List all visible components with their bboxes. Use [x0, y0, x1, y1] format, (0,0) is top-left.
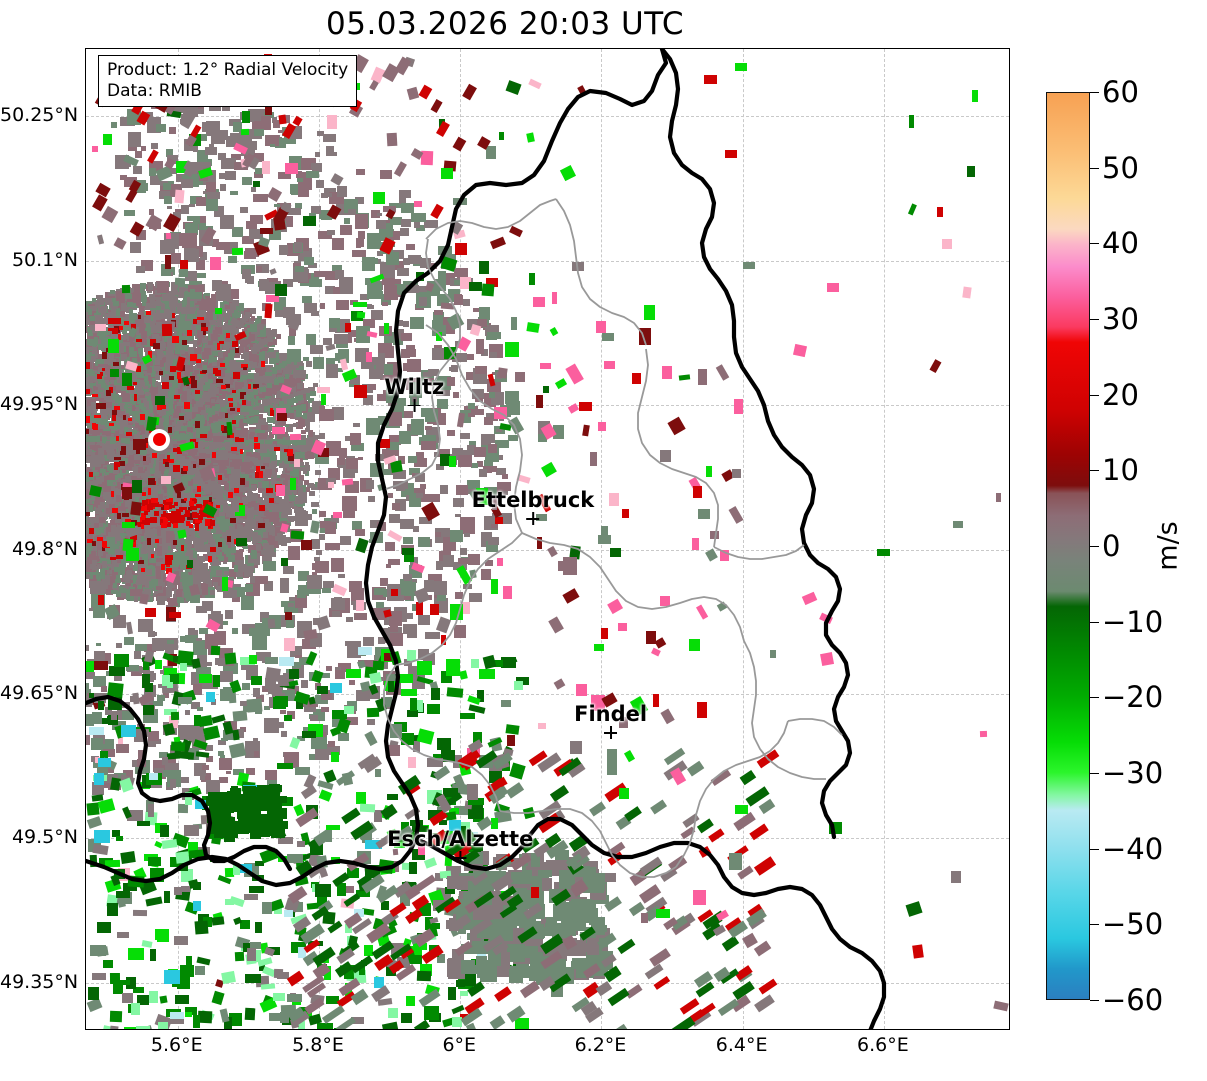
colorbar-tick-mark [1090, 773, 1099, 774]
radar-echo-layer [86, 49, 1010, 1030]
colorbar-tick-mark [1090, 697, 1099, 698]
y-tick-label: 50.1°N [0, 249, 78, 271]
colorbar-tick-label: −10 [1102, 605, 1163, 639]
colorbar-tick-mark [1090, 622, 1099, 623]
colorbar-tick-label: 0 [1102, 529, 1120, 563]
colorbar-tick-mark [1090, 395, 1099, 396]
colorbar-tick-label: −60 [1102, 983, 1163, 1017]
y-tick-label: 49.35°N [0, 971, 78, 993]
colorbar-tick-mark [1090, 1000, 1099, 1001]
colorbar-tick-label: −30 [1102, 756, 1163, 790]
y-tick-label: 50.25°N [0, 104, 78, 126]
colorbar-tick-label: 20 [1102, 378, 1139, 412]
colorbar-tick-label: −40 [1102, 832, 1163, 866]
colorbar-tick-mark [1090, 849, 1099, 850]
product-info-box: Product: 1.2° Radial Velocity Data: RMIB [98, 55, 357, 107]
colorbar-tick-mark [1090, 168, 1099, 169]
y-tick-label: 49.95°N [0, 393, 78, 415]
colorbar-tick-label: −50 [1102, 907, 1163, 941]
colorbar-tick-label: −20 [1102, 680, 1163, 714]
colorbar-unit-label: m/s [1153, 521, 1184, 570]
colorbar-tick-label: 30 [1102, 302, 1139, 336]
y-tick-label: 49.65°N [0, 682, 78, 704]
colorbar-tick-mark [1090, 470, 1099, 471]
x-tick-label: 6.2°E [575, 1034, 627, 1056]
colorbar-tick-mark [1090, 546, 1099, 547]
colorbar-tick-mark [1090, 319, 1099, 320]
colorbar-tick-mark [1090, 924, 1099, 925]
colorbar-tick-label: 50 [1102, 151, 1139, 185]
x-tick-label: 6.6°E [857, 1034, 909, 1056]
colorbar-tick-label: 10 [1102, 453, 1139, 487]
x-tick-label: 6°E [442, 1034, 476, 1056]
radar-map-axes[interactable]: Wiltz Ettelbruck Findel Esch/Alzette Produc… [85, 48, 1010, 1030]
data-source-line: Data: RMIB [107, 81, 348, 102]
colorbar-tick-mark [1090, 92, 1099, 93]
x-tick-label: 6.4°E [716, 1034, 768, 1056]
colorbar [1046, 92, 1090, 1000]
page-title: 05.03.2026 20:03 UTC [0, 6, 1010, 42]
y-tick-label: 49.8°N [0, 538, 78, 560]
colorbar-tick-label: 60 [1102, 75, 1139, 109]
y-tick-label: 49.5°N [0, 826, 78, 848]
radar-site-dot [153, 433, 166, 446]
product-line: Product: 1.2° Radial Velocity [107, 60, 348, 81]
x-tick-label: 5.8°E [292, 1034, 344, 1056]
x-tick-label: 5.6°E [151, 1034, 203, 1056]
colorbar-tick-label: 40 [1102, 226, 1139, 260]
colorbar-tick-mark [1090, 243, 1099, 244]
radar-site-marker[interactable] [148, 429, 170, 451]
